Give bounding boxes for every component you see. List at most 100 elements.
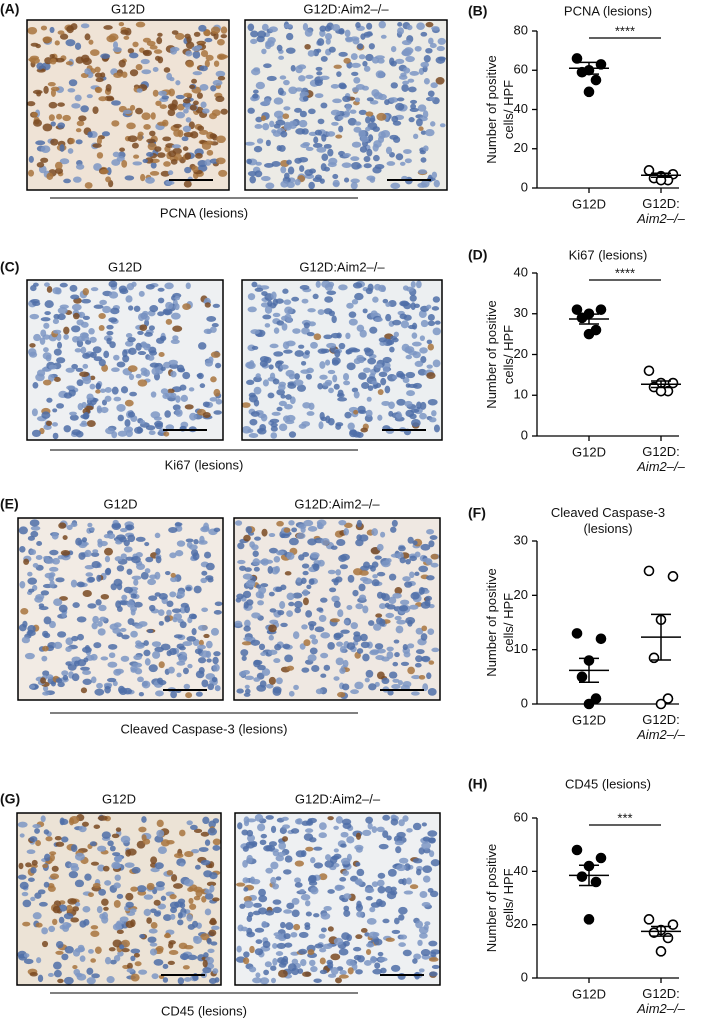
nucleus [149, 362, 159, 368]
nucleus [330, 953, 341, 961]
nucleus [170, 576, 178, 583]
nucleus [311, 664, 320, 673]
nucleus [350, 156, 360, 162]
nucleus [53, 376, 61, 382]
nucleus [267, 392, 275, 399]
nucleus [350, 689, 359, 695]
nucleus [129, 69, 139, 77]
nucleus [108, 643, 118, 650]
nucleus [200, 577, 208, 584]
nucleus [42, 36, 53, 43]
nucleus [114, 874, 121, 881]
nucleus [384, 886, 393, 893]
nucleus [82, 678, 92, 685]
nucleus [156, 819, 164, 828]
nucleus [356, 955, 365, 963]
nucleus [270, 425, 278, 432]
nucleus [59, 282, 68, 288]
nucleus [197, 624, 208, 631]
nucleus [435, 77, 445, 85]
nucleus [80, 666, 90, 671]
nucleus [414, 551, 421, 558]
nucleus [171, 312, 181, 320]
nucleus [314, 129, 323, 136]
nucleus [418, 675, 426, 680]
nucleus [80, 23, 90, 29]
nucleus [139, 419, 146, 425]
nucleus [318, 421, 324, 430]
nucleus [191, 628, 197, 636]
nucleus [286, 32, 294, 41]
nucleus [144, 542, 150, 547]
nucleus [321, 134, 327, 142]
nucleus [116, 893, 124, 899]
nucleus [307, 949, 315, 956]
nucleus [278, 55, 285, 60]
nucleus [146, 917, 152, 924]
nucleus [276, 320, 285, 326]
nucleus [259, 977, 270, 985]
nucleus [138, 826, 147, 833]
nucleus [324, 25, 332, 32]
nucleus [86, 977, 96, 985]
nucleus [177, 912, 183, 919]
x-tick-label: G12D: Aim2–/– [636, 196, 685, 226]
nucleus [287, 166, 295, 175]
nucleus [50, 89, 56, 97]
nucleus [333, 633, 342, 641]
nucleus [178, 646, 186, 651]
nucleus [193, 31, 201, 37]
nucleus [210, 627, 219, 636]
nucleus [273, 351, 284, 357]
nucleus [309, 647, 318, 655]
nucleus [212, 663, 220, 672]
nucleus [290, 828, 300, 834]
nucleus [71, 325, 81, 333]
nucleus [20, 608, 29, 615]
nucleus [291, 897, 300, 905]
nucleus [183, 92, 193, 98]
nucleus [386, 891, 397, 900]
nucleus [282, 643, 291, 650]
y-axis-label: Number of positive cells/ HPF [484, 844, 516, 952]
nucleus [270, 422, 278, 428]
nucleus [132, 41, 139, 48]
nucleus [351, 299, 359, 305]
nucleus [305, 610, 313, 618]
nucleus [193, 538, 199, 545]
nucleus [170, 690, 178, 699]
nucleus [253, 145, 263, 153]
y-axis-label: Number of positive cells/ HPF [484, 55, 516, 163]
nucleus [320, 56, 328, 62]
nucleus [422, 865, 433, 873]
nucleus [339, 564, 348, 570]
nucleus [57, 681, 65, 688]
nucleus [360, 633, 368, 642]
nucleus [292, 631, 300, 640]
nucleus [261, 668, 271, 676]
nucleus [274, 643, 282, 651]
nucleus [176, 364, 185, 373]
nucleus [270, 977, 276, 984]
nucleus [196, 373, 203, 378]
nucleus [112, 627, 121, 634]
nucleus [17, 874, 27, 880]
nucleus [160, 643, 171, 651]
nucleus [205, 892, 214, 900]
nucleus [429, 43, 437, 49]
nucleus [372, 968, 383, 975]
nucleus [55, 167, 64, 175]
nucleus [335, 816, 343, 824]
nucleus [426, 339, 433, 345]
nucleus [343, 57, 351, 64]
nucleus [269, 343, 279, 349]
nucleus [91, 622, 98, 630]
nucleus [102, 305, 112, 314]
nucleus [365, 816, 373, 824]
nucleus [327, 816, 334, 821]
nucleus [413, 953, 422, 960]
nucleus [323, 906, 332, 911]
nucleus [179, 621, 187, 629]
nucleus [21, 636, 31, 644]
nucleus [48, 101, 58, 109]
